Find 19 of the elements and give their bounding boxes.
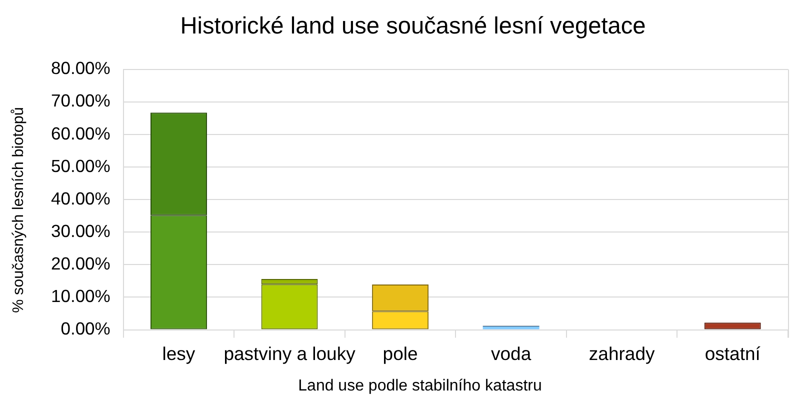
y-axis-title: % současných lesních biotopů bbox=[10, 107, 28, 313]
y-tick-label: 10.00% bbox=[50, 286, 110, 306]
y-tick-label: 60.00% bbox=[50, 123, 110, 144]
x-tick-label: pole bbox=[382, 342, 418, 364]
x-tick-label: lesy bbox=[162, 342, 196, 364]
y-tick-label: 40.00% bbox=[50, 188, 110, 208]
y-tick-label: 30.00% bbox=[50, 220, 110, 241]
y-tick-label: 50.00% bbox=[50, 156, 110, 176]
y-tick-label: 80.00% bbox=[50, 58, 110, 78]
bar bbox=[482, 326, 540, 330]
y-tick-label: 0.00% bbox=[60, 318, 110, 339]
x-tick-label: voda bbox=[491, 342, 532, 364]
y-tick-label: 20.00% bbox=[50, 254, 110, 274]
x-tick-label: pastviny a louky bbox=[224, 342, 356, 364]
x-tick-label: zahrady bbox=[588, 342, 656, 364]
x-tick-label: ostatní bbox=[704, 342, 762, 364]
chart-title: Historické land use současné lesní vegetace bbox=[180, 14, 646, 40]
x-axis-title: Land use podle stabilního katastru bbox=[298, 377, 542, 394]
y-tick-label: 70.00% bbox=[50, 90, 110, 111]
